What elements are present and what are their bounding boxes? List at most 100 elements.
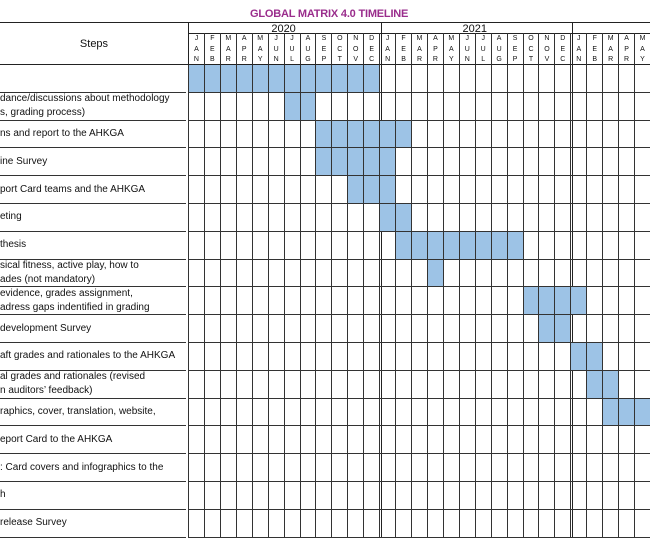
month-cell [188, 370, 204, 399]
step-label: development Survey [0, 315, 186, 343]
month-cell [570, 92, 587, 121]
active-month-cell [538, 315, 555, 343]
month-cell [442, 398, 459, 427]
month-cell [347, 454, 364, 482]
month-cell [235, 370, 252, 399]
month-cell [363, 370, 380, 399]
active-month-cell [570, 287, 587, 316]
month-cell [219, 148, 236, 177]
month-cell [586, 65, 603, 93]
month-cell [458, 120, 475, 149]
month-cell [522, 148, 539, 177]
month-cell [474, 287, 491, 316]
month-cell [522, 343, 539, 371]
month-cell [363, 287, 380, 316]
month-cell [299, 148, 316, 177]
month-cell [538, 426, 555, 455]
step-label-line: s, grading process) [0, 107, 86, 119]
month-cell [235, 398, 252, 427]
month-cell [235, 454, 252, 482]
month-cell [458, 204, 475, 232]
month-cell [634, 259, 650, 288]
active-month-cell [474, 231, 491, 260]
month-cell [395, 509, 411, 538]
month-cell [299, 176, 316, 204]
month-cell [411, 204, 427, 232]
active-month-cell [586, 343, 603, 371]
active-month-cell [363, 176, 380, 204]
active-month-cell [458, 231, 475, 260]
month-cell [267, 204, 284, 232]
month-cell [442, 120, 459, 149]
month-cell [426, 398, 443, 427]
month-cell [522, 120, 539, 149]
month-cell [347, 231, 364, 260]
month-cell [219, 120, 236, 149]
month-cell [570, 148, 587, 177]
month-cell [267, 120, 284, 149]
month-cell [283, 370, 300, 399]
month-cell [634, 287, 650, 316]
month-cell [267, 454, 284, 482]
step-label-line: eport Card to the AHKGA [0, 433, 113, 445]
month-cell [331, 370, 348, 399]
month-cell [554, 204, 571, 232]
month-cell [634, 148, 650, 177]
month-cell [554, 426, 571, 455]
month-cell [363, 454, 380, 482]
active-month-cell [235, 65, 252, 93]
month-cell [315, 287, 332, 316]
month-cell [602, 482, 619, 510]
month-cell [474, 315, 491, 343]
month-cell [203, 259, 220, 288]
step-label: sical fitness, active play, how to ades (… [0, 260, 186, 288]
month-cell [554, 482, 571, 510]
month-cell [506, 287, 523, 316]
month-cell [586, 482, 603, 510]
month-cell [458, 426, 475, 455]
month-cell [203, 315, 220, 343]
step-label: eting [0, 204, 186, 232]
step-label-line: h [0, 489, 6, 501]
month-cell [395, 370, 411, 399]
month-cell [570, 231, 587, 260]
month-cell [331, 259, 348, 288]
month-cell [602, 120, 619, 149]
month-cell [188, 231, 204, 260]
month-cell [602, 315, 619, 343]
month-cell [522, 176, 539, 204]
month-cell [602, 92, 619, 121]
month-cell [442, 148, 459, 177]
active-month-cell [331, 120, 348, 149]
month-cell [538, 259, 555, 288]
month-cell [602, 287, 619, 316]
month-cell [188, 398, 204, 427]
month-cell [554, 176, 571, 204]
month-cell [538, 370, 555, 399]
month-cell [411, 398, 427, 427]
month-cell [618, 204, 635, 232]
month-cell [267, 259, 284, 288]
month-cell [506, 426, 523, 455]
month-cell [618, 426, 635, 455]
active-month-cell [570, 343, 587, 371]
month-cell [618, 65, 635, 93]
active-month-cell [283, 92, 300, 121]
month-cell [474, 343, 491, 371]
month-cell [347, 509, 364, 538]
step-label: ine Survey [0, 148, 186, 177]
month-cell [506, 92, 523, 121]
month-cell [267, 287, 284, 316]
month-cell [522, 92, 539, 121]
month-cell [379, 315, 396, 343]
month-cell [490, 426, 507, 455]
month-cell [474, 482, 491, 510]
month-cell [554, 120, 571, 149]
step-label: raphics, cover, translation, website, [0, 399, 186, 427]
month-cell [570, 176, 587, 204]
month-cell [235, 148, 252, 177]
